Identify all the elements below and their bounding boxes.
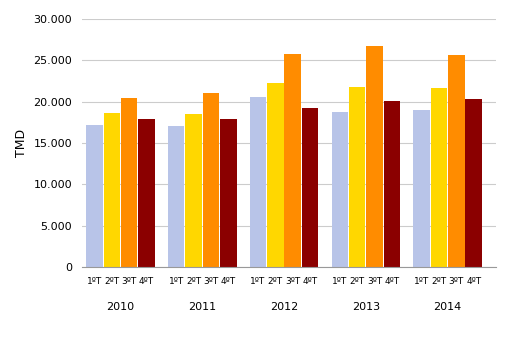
Text: 2011: 2011: [188, 302, 216, 312]
Text: 2014: 2014: [433, 302, 462, 312]
Bar: [138, 119, 155, 267]
Bar: [168, 126, 184, 267]
Bar: [448, 56, 464, 267]
Bar: [466, 99, 482, 267]
Bar: [384, 101, 400, 267]
Bar: [332, 112, 348, 267]
Bar: [431, 88, 447, 267]
Bar: [302, 108, 318, 267]
Bar: [285, 54, 301, 267]
Bar: [366, 46, 383, 267]
Text: 2013: 2013: [352, 302, 380, 312]
Bar: [250, 97, 266, 267]
Text: 2010: 2010: [106, 302, 134, 312]
Bar: [86, 125, 103, 267]
Bar: [413, 110, 430, 267]
Bar: [349, 87, 365, 267]
Text: 2012: 2012: [270, 302, 298, 312]
Bar: [185, 114, 202, 267]
Bar: [104, 112, 120, 267]
Bar: [203, 93, 219, 267]
Bar: [121, 99, 137, 267]
Y-axis label: TMD: TMD: [15, 129, 28, 157]
Bar: [267, 83, 284, 267]
Bar: [220, 119, 237, 267]
